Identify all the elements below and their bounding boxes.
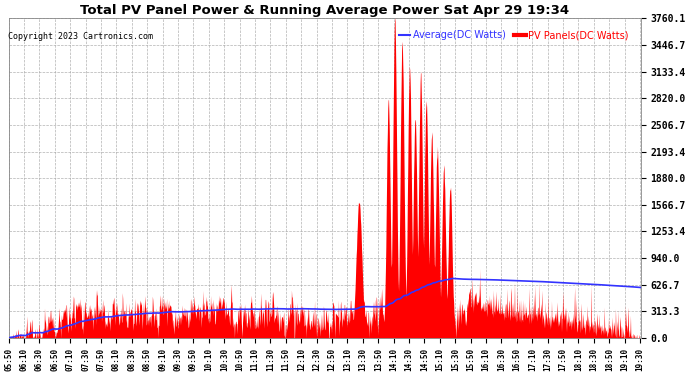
Title: Total PV Panel Power & Running Average Power Sat Apr 29 19:34: Total PV Panel Power & Running Average P… [80,4,569,17]
Legend: Average(DC Watts), PV Panels(DC Watts): Average(DC Watts), PV Panels(DC Watts) [395,26,633,44]
Text: Copyright 2023 Cartronics.com: Copyright 2023 Cartronics.com [8,32,153,41]
